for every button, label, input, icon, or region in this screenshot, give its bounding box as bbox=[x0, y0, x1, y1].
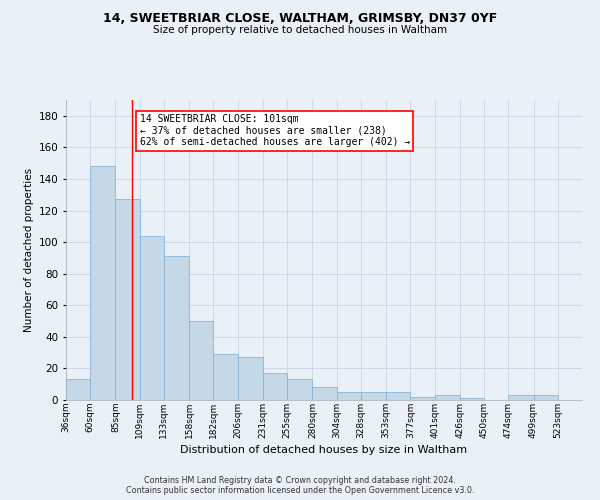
Bar bbox=[361, 392, 386, 400]
Bar bbox=[90, 166, 115, 400]
Bar bbox=[140, 236, 164, 400]
Text: 14, SWEETBRIAR CLOSE, WALTHAM, GRIMSBY, DN37 0YF: 14, SWEETBRIAR CLOSE, WALTHAM, GRIMSBY, … bbox=[103, 12, 497, 26]
Bar bbox=[533, 396, 558, 400]
Bar bbox=[115, 200, 140, 400]
Bar bbox=[66, 380, 90, 400]
Bar bbox=[386, 392, 410, 400]
Text: 14 SWEETBRIAR CLOSE: 101sqm
← 37% of detached houses are smaller (238)
62% of se: 14 SWEETBRIAR CLOSE: 101sqm ← 37% of det… bbox=[140, 114, 410, 148]
Bar bbox=[238, 358, 263, 400]
Bar bbox=[434, 396, 460, 400]
Y-axis label: Number of detached properties: Number of detached properties bbox=[25, 168, 34, 332]
Bar bbox=[460, 398, 484, 400]
Text: Contains HM Land Registry data © Crown copyright and database right 2024.: Contains HM Land Registry data © Crown c… bbox=[144, 476, 456, 485]
Bar bbox=[287, 380, 313, 400]
Text: Contains public sector information licensed under the Open Government Licence v3: Contains public sector information licen… bbox=[126, 486, 474, 495]
Bar bbox=[337, 392, 361, 400]
Bar bbox=[214, 354, 238, 400]
Bar bbox=[263, 373, 287, 400]
Bar bbox=[189, 321, 214, 400]
Bar bbox=[313, 388, 337, 400]
Bar bbox=[164, 256, 189, 400]
Text: Size of property relative to detached houses in Waltham: Size of property relative to detached ho… bbox=[153, 25, 447, 35]
Bar bbox=[410, 397, 434, 400]
Bar bbox=[508, 396, 533, 400]
X-axis label: Distribution of detached houses by size in Waltham: Distribution of detached houses by size … bbox=[181, 444, 467, 454]
